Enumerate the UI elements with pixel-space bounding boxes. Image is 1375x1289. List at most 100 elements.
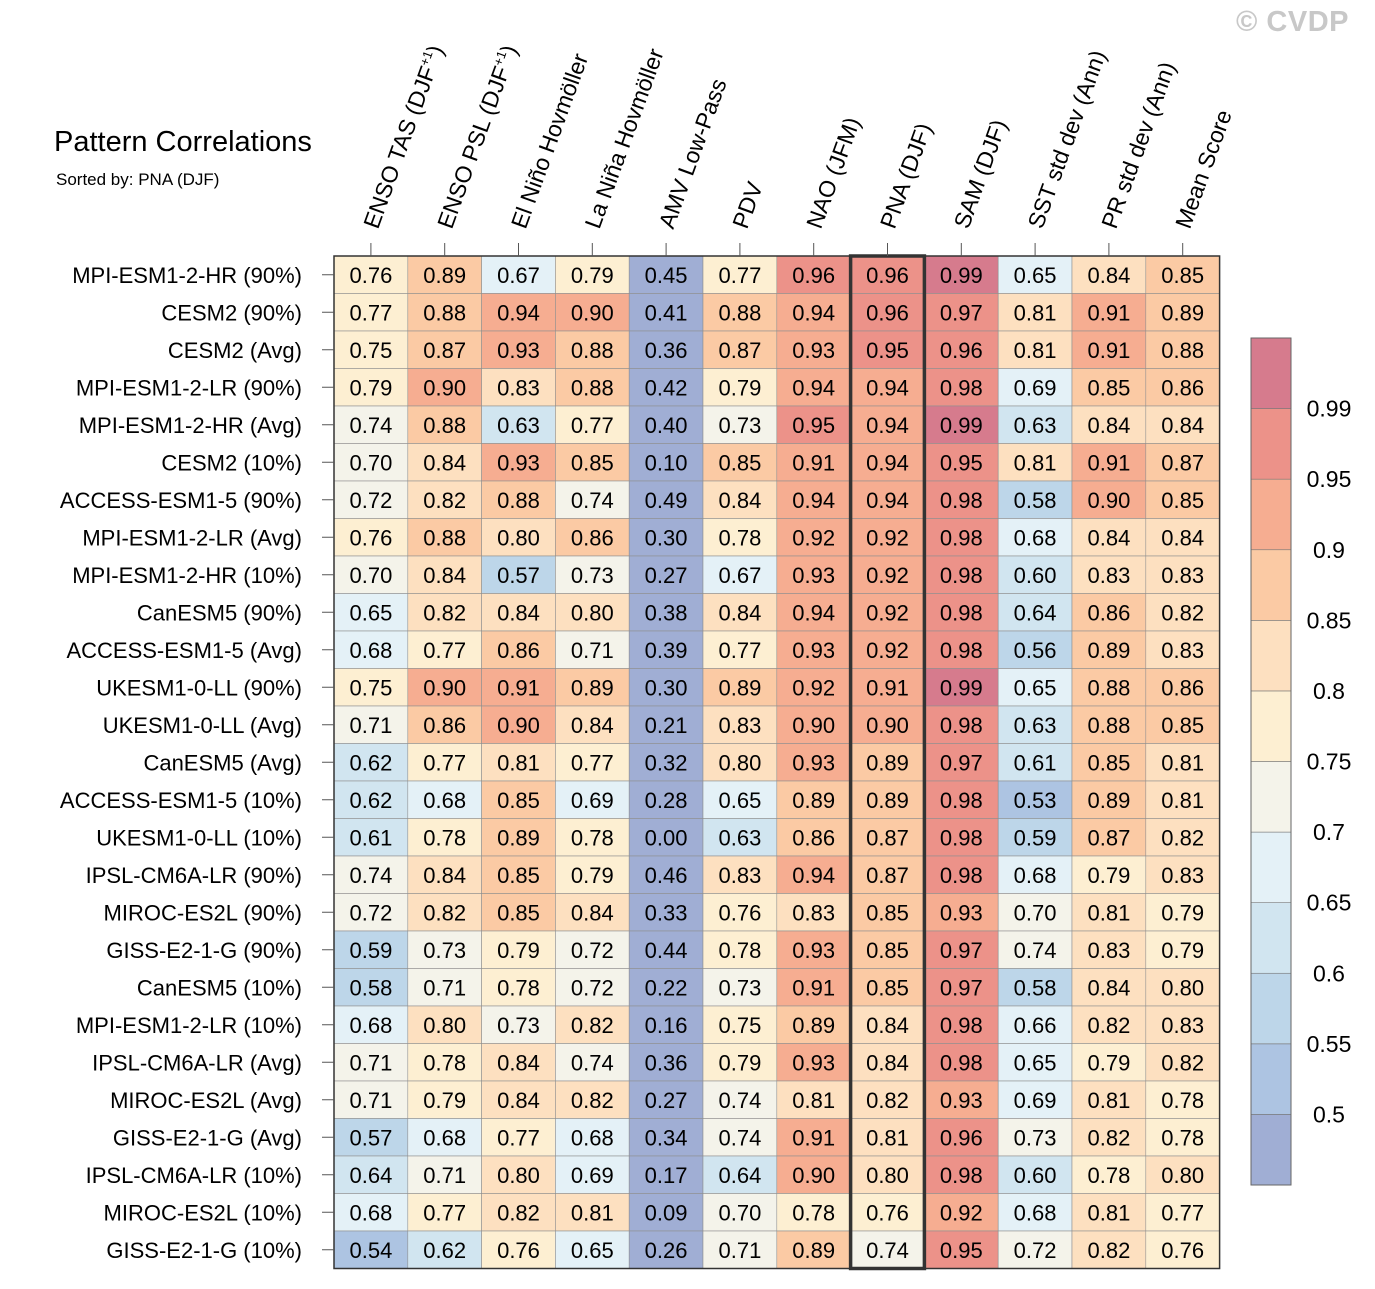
cell-value-label: 0.21	[645, 713, 688, 738]
row-label: IPSL-CM6A-LR (Avg)	[92, 1050, 302, 1075]
row-label: GISS-E2-1-G (Avg)	[113, 1125, 302, 1150]
heatmap-cell	[702, 1193, 778, 1232]
cell-value-label: 0.89	[866, 788, 909, 813]
cell-value-label: 0.88	[571, 338, 614, 363]
row-label: MPI-ESM1-2-HR (10%)	[72, 563, 302, 588]
heatmap-cell	[850, 968, 925, 1007]
cell-value-label: 0.87	[718, 338, 761, 363]
cell-value-label: 0.79	[1087, 1050, 1130, 1075]
cell-value-label: 0.93	[940, 900, 983, 925]
cell-value-label: 0.93	[792, 938, 835, 963]
cell-value-label: 0.86	[497, 638, 540, 663]
cell-value-label: 0.89	[1161, 300, 1204, 325]
cell-value-label: 0.81	[1087, 900, 1130, 925]
cell-value-label: 0.93	[940, 1088, 983, 1113]
cell-value-label: 0.82	[497, 1200, 540, 1225]
cell-value-label: 0.32	[645, 750, 688, 775]
heatmap-cell	[333, 330, 409, 369]
cell-value-label: 0.61	[349, 825, 392, 850]
row-label: ACCESS-ESM1-5 (90%)	[60, 488, 302, 513]
cell-value-label: 0.92	[866, 563, 909, 588]
cell-value-label: 0.73	[571, 563, 614, 588]
heatmap-cell	[997, 893, 1073, 932]
cell-value-label: 0.73	[497, 1013, 540, 1038]
cell-value-label: 0.28	[645, 788, 688, 813]
cell-value-label: 0.98	[940, 375, 983, 400]
heatmap-cell	[333, 818, 409, 857]
cell-value-label: 0.83	[718, 863, 761, 888]
cell-value-label: 0.97	[940, 750, 983, 775]
heatmap-cell	[1071, 668, 1147, 707]
heatmap-cell	[333, 1043, 409, 1082]
cell-value-label: 0.81	[571, 1200, 614, 1225]
cell-value-label: 0.74	[571, 488, 614, 513]
cell-value-label: 0.85	[718, 450, 761, 475]
heatmap-cell	[850, 405, 925, 444]
cell-value-label: 0.85	[866, 975, 909, 1000]
cell-value-label: 0.83	[1161, 863, 1204, 888]
heatmap-cell	[628, 893, 704, 932]
column-label: SST std dev (Ann)	[1022, 47, 1111, 232]
cell-value-label: 0.30	[645, 525, 688, 550]
heatmap-cell	[333, 1005, 409, 1044]
heatmap-cell	[628, 1230, 704, 1269]
heatmap-cell	[702, 705, 778, 744]
heatmap-cell	[776, 1005, 851, 1044]
heatmap-cell	[1145, 518, 1220, 557]
cell-value-label: 0.87	[1087, 825, 1130, 850]
heatmap-cell	[1071, 1005, 1147, 1044]
heatmap-cell	[628, 668, 704, 707]
heatmap-cell	[997, 780, 1073, 819]
cell-value-label: 0.78	[792, 1200, 835, 1225]
cell-value-label: 0.89	[718, 675, 761, 700]
cell-value-label: 0.70	[349, 450, 392, 475]
cell-value-label: 0.81	[1161, 788, 1204, 813]
cell-value-label: 0.78	[718, 525, 761, 550]
heatmap-cell	[1071, 818, 1147, 857]
cell-value-label: 0.79	[423, 1088, 466, 1113]
cell-value-label: 0.90	[866, 713, 909, 738]
cell-value-label: 0.84	[718, 488, 761, 513]
colorbar-segment	[1250, 972, 1292, 1045]
cell-value-label: 0.81	[1087, 1200, 1130, 1225]
heatmap-cell	[702, 893, 778, 932]
cell-value-label: 0.73	[423, 938, 466, 963]
cell-value-label: 0.95	[940, 450, 983, 475]
cell-value-label: 0.78	[423, 825, 466, 850]
heatmap-cell	[481, 1155, 556, 1194]
heatmap-cell	[407, 743, 482, 782]
cell-value-label: 0.93	[792, 638, 835, 663]
cell-value-label: 0.83	[792, 900, 835, 925]
cell-value-label: 0.89	[497, 825, 540, 850]
cell-value-label: 0.77	[423, 1200, 466, 1225]
cell-value-label: 0.72	[1014, 1238, 1057, 1263]
cell-value-label: 0.77	[718, 263, 761, 288]
cell-value-label: 0.82	[1087, 1238, 1130, 1263]
heatmap-cell	[702, 1230, 778, 1269]
cell-value-label: 0.81	[497, 750, 540, 775]
cell-value-label: 0.89	[1087, 788, 1130, 813]
cell-value-label: 0.70	[718, 1200, 761, 1225]
heatmap-cell	[333, 555, 409, 594]
heatmap-cell	[776, 705, 851, 744]
cell-value-label: 0.76	[349, 525, 392, 550]
heatmap-cell	[628, 1043, 704, 1082]
cell-value-label: 0.98	[940, 1163, 983, 1188]
heatmap-cell	[1145, 405, 1220, 444]
heatmap-cell	[924, 818, 999, 857]
heatmap-cell	[407, 855, 482, 894]
cell-value-label: 0.68	[349, 1013, 392, 1038]
heatmap-cell	[997, 1118, 1073, 1157]
heatmap-cell	[997, 968, 1073, 1007]
colorbar-tick-label: 0.99	[1307, 396, 1352, 422]
column-label: SAM (DJF)	[949, 116, 1012, 232]
cell-value-label: 0.74	[349, 413, 392, 438]
heatmap-cell	[407, 1043, 482, 1082]
cell-value-label: 0.82	[423, 900, 466, 925]
cell-value-label: 0.94	[866, 488, 909, 513]
cell-value-label: 0.86	[423, 713, 466, 738]
heatmap-cell	[702, 293, 778, 332]
cell-value-label: 0.71	[349, 1050, 392, 1075]
cell-value-label: 0.72	[571, 938, 614, 963]
cell-value-label: 0.84	[1087, 975, 1130, 1000]
